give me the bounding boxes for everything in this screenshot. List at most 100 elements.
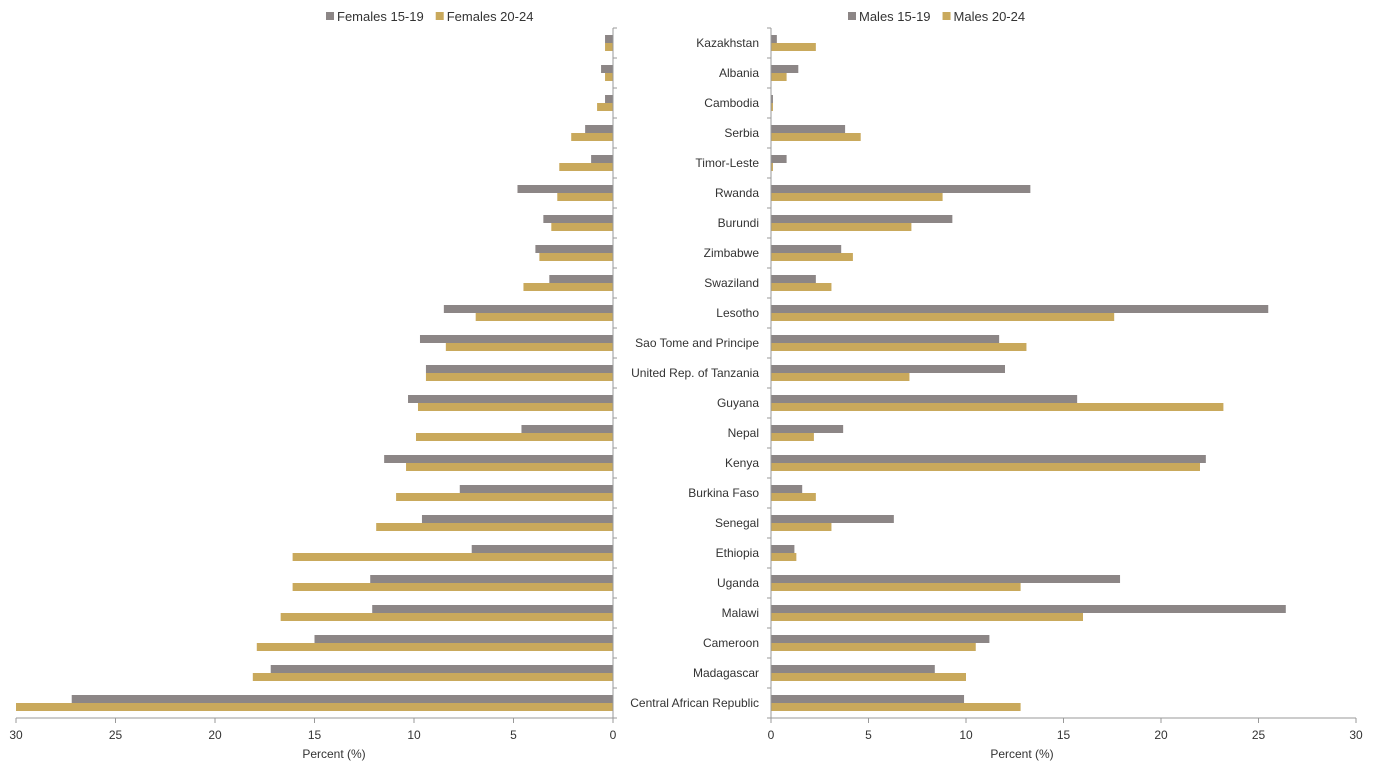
- bar-females-15-19-swaziland: [549, 275, 613, 283]
- bar-females-20-24-sao-tome-and-principe: [445, 343, 613, 351]
- bar-females-20-24-nepal: [415, 433, 613, 441]
- legend-label-males-15-19: Males 15-19: [859, 9, 931, 24]
- legend-swatch-males-15-19: [848, 12, 856, 20]
- bar-females-20-24-timor-leste: [559, 163, 613, 171]
- bar-females-20-24-lesotho: [475, 313, 613, 321]
- right-x-tick-label-25: 25: [1252, 728, 1266, 742]
- category-label-ethiopia: Ethiopia: [716, 546, 760, 560]
- bar-males-20-24-united-rep-of-tanzania: [771, 373, 910, 381]
- category-label-timor-leste: Timor-Leste: [695, 156, 759, 170]
- bar-females-20-24-swaziland: [523, 283, 613, 291]
- bar-females-15-19-uganda: [370, 575, 613, 583]
- bar-males-20-24-lesotho: [771, 313, 1115, 321]
- bar-females-20-24-burundi: [551, 223, 613, 231]
- bar-females-15-19-malawi: [372, 605, 613, 613]
- bar-females-20-24-united-rep-of-tanzania: [425, 373, 613, 381]
- bar-males-15-19-rwanda: [771, 185, 1031, 193]
- category-label-lesotho: Lesotho: [716, 306, 759, 320]
- bar-males-15-19-madagascar: [771, 665, 935, 673]
- bar-males-20-24-madagascar: [771, 673, 966, 681]
- bar-males-15-19-senegal: [771, 515, 894, 523]
- bar-females-15-19-serbia: [585, 125, 613, 133]
- bar-females-20-24-guyana: [417, 403, 613, 411]
- category-label-madagascar: Madagascar: [693, 666, 759, 680]
- category-label-guyana: Guyana: [717, 396, 759, 410]
- category-label-cambodia: Cambodia: [704, 96, 759, 110]
- bar-males-20-24-nepal: [771, 433, 814, 441]
- category-label-cameroon: Cameroon: [703, 636, 759, 650]
- bar-females-15-19-burundi: [543, 215, 613, 223]
- bar-males-15-19-timor-leste: [771, 155, 787, 163]
- bar-males-15-19-cameroon: [771, 635, 990, 643]
- bar-females-20-24-uganda: [292, 583, 613, 591]
- bar-females-20-24-burkina-faso: [396, 493, 613, 501]
- bar-males-20-24-cameroon: [771, 643, 976, 651]
- category-label-united-rep-of-tanzania: United Rep. of Tanzania: [631, 366, 759, 380]
- category-label-senegal: Senegal: [715, 516, 759, 530]
- bar-males-15-19-guyana: [771, 395, 1078, 403]
- legend-label-females-20-24: Females 20-24: [447, 9, 534, 24]
- bar-males-15-19-zimbabwe: [771, 245, 842, 253]
- bar-females-20-24-kazakhstan: [605, 43, 613, 51]
- bar-females-20-24-cambodia: [597, 103, 613, 111]
- bar-males-20-24-guyana: [771, 403, 1224, 411]
- bar-females-15-19-madagascar: [270, 665, 613, 673]
- legend-swatch-females-20-24: [435, 12, 444, 20]
- category-label-uganda: Uganda: [717, 576, 759, 590]
- bar-males-20-24-kazakhstan: [771, 43, 816, 51]
- bar-females-15-19-ethiopia: [471, 545, 613, 553]
- bar-males-15-19-central-african-republic: [771, 695, 965, 703]
- bar-males-20-24-ethiopia: [771, 553, 797, 561]
- legend-swatch-males-20-24: [942, 12, 951, 20]
- bar-females-20-24-albania: [605, 73, 613, 81]
- bar-females-20-24-zimbabwe: [539, 253, 613, 261]
- bar-males-20-24-timor-leste: [771, 163, 773, 171]
- bar-males-20-24-cambodia: [771, 103, 773, 111]
- bar-females-15-19-lesotho: [443, 305, 613, 313]
- category-label-rwanda: Rwanda: [715, 186, 759, 200]
- bar-males-20-24-kenya: [771, 463, 1200, 471]
- bar-females-20-24-malawi: [280, 613, 613, 621]
- bar-males-15-19-malawi: [771, 605, 1286, 613]
- category-label-nepal: Nepal: [728, 426, 759, 440]
- category-label-burundi: Burundi: [718, 216, 759, 230]
- bar-males-15-19-kazakhstan: [771, 35, 777, 43]
- bar-females-15-19-senegal: [421, 515, 613, 523]
- bar-males-15-19-albania: [771, 65, 799, 73]
- left-x-tick-label-30: 30: [9, 728, 23, 742]
- bar-females-15-19-kazakhstan: [605, 35, 613, 43]
- bar-males-15-19-nepal: [771, 425, 844, 433]
- bar-females-15-19-nepal: [521, 425, 613, 433]
- bar-males-15-19-burkina-faso: [771, 485, 803, 493]
- left-x-tick-label-25: 25: [109, 728, 123, 742]
- bar-females-15-19-rwanda: [517, 185, 613, 193]
- right-x-tick-label-10: 10: [959, 728, 973, 742]
- bar-males-15-19-serbia: [771, 125, 846, 133]
- category-label-burkina-faso: Burkina Faso: [688, 486, 759, 500]
- bar-females-15-19-kenya: [384, 455, 613, 463]
- right-x-tick-label-0: 0: [768, 728, 775, 742]
- bar-males-20-24-malawi: [771, 613, 1083, 621]
- bar-males-20-24-rwanda: [771, 193, 943, 201]
- right-x-tick-label-20: 20: [1154, 728, 1168, 742]
- bar-females-15-19-united-rep-of-tanzania: [425, 365, 613, 373]
- category-label-albania: Albania: [719, 66, 759, 80]
- bar-females-15-19-zimbabwe: [535, 245, 613, 253]
- bar-males-20-24-senegal: [771, 523, 832, 531]
- bar-males-15-19-ethiopia: [771, 545, 795, 553]
- bar-males-15-19-burundi: [771, 215, 953, 223]
- bar-females-15-19-cameroon: [314, 635, 613, 643]
- category-label-kenya: Kenya: [725, 456, 759, 470]
- left-x-tick-label-15: 15: [308, 728, 322, 742]
- category-label-central-african-republic: Central African Republic: [630, 696, 759, 710]
- left-x-tick-label-10: 10: [407, 728, 421, 742]
- category-label-zimbabwe: Zimbabwe: [704, 246, 760, 260]
- left-x-axis-title: Percent (%): [302, 747, 365, 761]
- bar-females-20-24-madagascar: [252, 673, 613, 681]
- category-label-malawi: Malawi: [722, 606, 759, 620]
- bar-males-15-19-united-rep-of-tanzania: [771, 365, 1005, 373]
- category-label-serbia: Serbia: [724, 126, 759, 140]
- legend-swatch-females-15-19: [326, 12, 334, 20]
- bar-females-20-24-kenya: [406, 463, 613, 471]
